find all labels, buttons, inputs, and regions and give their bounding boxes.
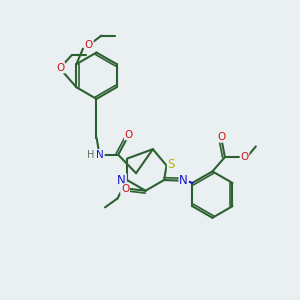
Text: O: O <box>217 132 226 142</box>
Text: O: O <box>240 152 249 162</box>
Text: H: H <box>87 150 94 160</box>
Text: S: S <box>168 158 175 171</box>
Text: O: O <box>121 184 129 194</box>
Text: O: O <box>125 130 133 140</box>
Text: N: N <box>179 174 188 187</box>
Text: N: N <box>117 174 126 187</box>
Text: O: O <box>56 63 64 73</box>
Text: O: O <box>85 40 93 50</box>
Text: N: N <box>96 150 104 160</box>
